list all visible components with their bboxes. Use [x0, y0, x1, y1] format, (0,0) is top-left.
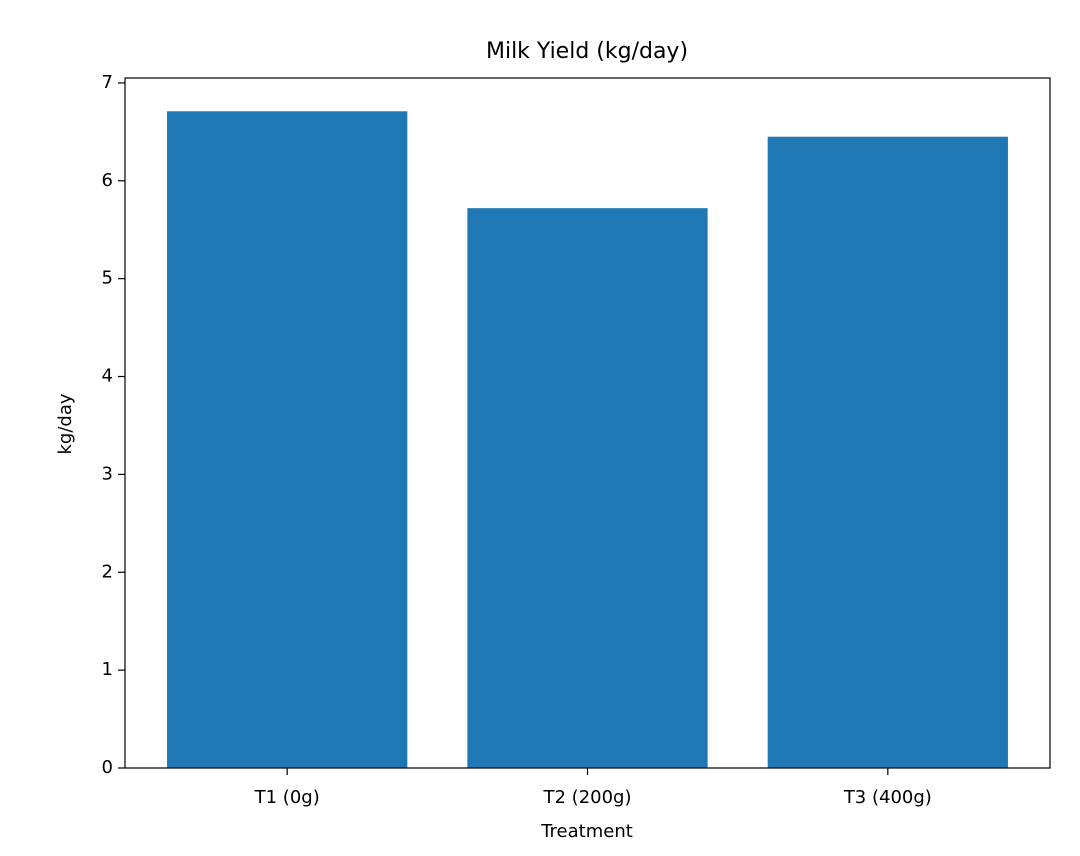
- y-tick-label: 6: [102, 170, 113, 191]
- y-tick-label: 7: [102, 72, 113, 93]
- x-tick-label: T2 (200g): [543, 787, 632, 808]
- y-tick-label: 2: [102, 561, 113, 582]
- x-tick-label: T1 (0g): [254, 787, 320, 808]
- bar: [767, 136, 1008, 769]
- y-tick-label: 1: [102, 659, 113, 680]
- bar: [167, 111, 408, 768]
- y-tick-label: 5: [102, 268, 113, 289]
- y-tick-label: 4: [102, 366, 113, 387]
- x-tick-label: T3 (400g): [843, 787, 932, 808]
- chart-title: Milk Yield (kg/day): [486, 39, 688, 64]
- y-axis-label: kg/day: [55, 393, 76, 454]
- bar: [467, 208, 708, 768]
- y-tick-label: 0: [102, 757, 113, 778]
- x-axis-label: Treatment: [540, 821, 633, 842]
- y-tick-label: 3: [102, 463, 113, 484]
- plot-frame: [124, 77, 1051, 769]
